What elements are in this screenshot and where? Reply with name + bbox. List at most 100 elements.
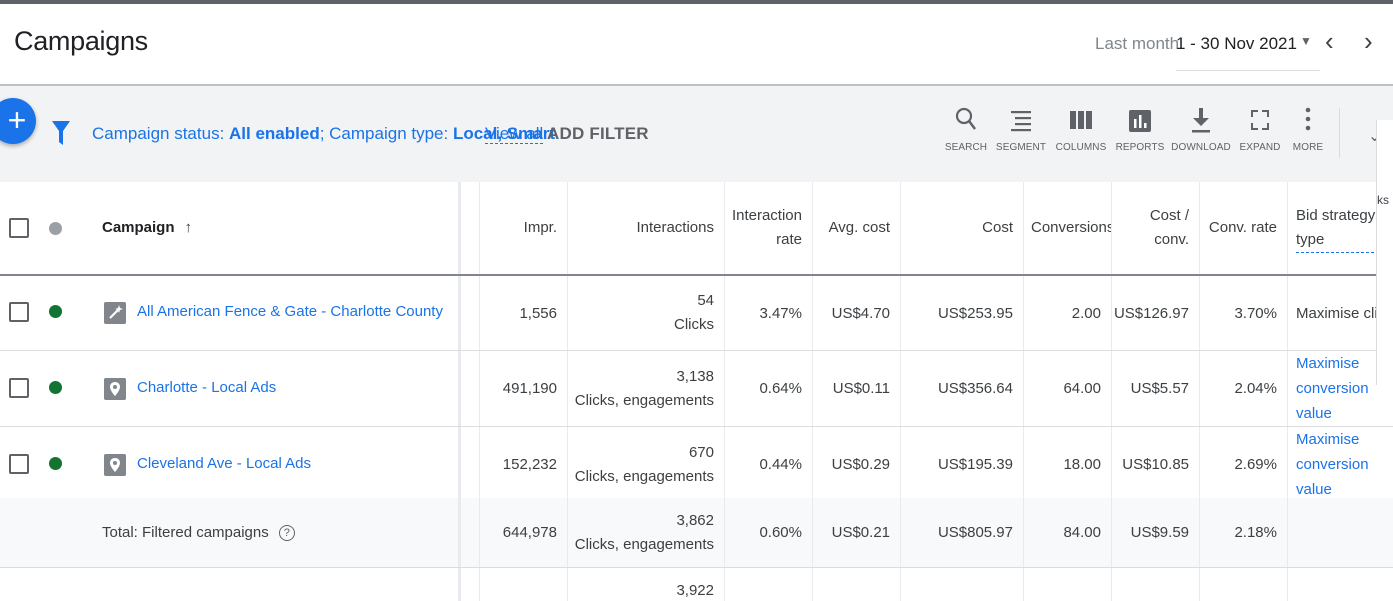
table-row[interactable]: Charlotte - Local Ads 491,190 3,138 Click… (0, 351, 1393, 427)
add-campaign-button[interactable]: + (0, 98, 36, 144)
more-label: MORE (1292, 142, 1324, 153)
interaction-rate-column-header[interactable]: Interaction rate (724, 182, 812, 274)
avg-cost-column-header[interactable]: Avg. cost (828, 219, 890, 236)
page-title: Campaigns (14, 26, 148, 56)
column-divider (724, 276, 725, 350)
conv-rate-cell: 2.69% (1234, 456, 1277, 473)
view-all-link[interactable]: View all (485, 124, 544, 144)
chevron-left-icon[interactable]: ‹ (1325, 26, 1334, 56)
cost-conv-cell: US$10.85 (1122, 456, 1189, 473)
column-divider (812, 182, 813, 274)
column-divider (567, 568, 568, 601)
filter-icon[interactable] (52, 121, 70, 145)
download-icon (1192, 108, 1210, 133)
column-divider (479, 276, 480, 350)
column-divider (1287, 276, 1288, 350)
campaign-name-link[interactable]: All American Fence & Gate - Charlotte Co… (137, 303, 443, 320)
date-range-underline (1176, 70, 1320, 71)
conv-rate-cell: 3.70% (1234, 304, 1277, 322)
conv-rate-cell: 2.04% (1234, 380, 1277, 397)
date-range-label[interactable]: Last month (1095, 34, 1180, 53)
segment-label: SEGMENT (995, 142, 1047, 153)
campaign-name-link[interactable]: Charlotte - Local Ads (137, 379, 277, 396)
columns-button[interactable]: COLUMNS (1051, 106, 1111, 153)
campaign-column-header[interactable]: Campaign ↑ (102, 182, 452, 274)
frozen-column-divider (458, 351, 461, 426)
total-row: Total: Filtered campaigns ? 644,978 3,86… (0, 498, 1393, 568)
more-button[interactable]: MORE (1278, 106, 1338, 153)
bid-strategy-link-line1[interactable]: Maximise (1296, 355, 1360, 372)
row-checkbox[interactable] (9, 302, 29, 322)
column-divider (724, 427, 725, 502)
search-button[interactable]: SEARCH (936, 106, 996, 153)
column-divider (1199, 182, 1200, 274)
help-icon[interactable]: ? (278, 524, 295, 541)
row-checkbox[interactable] (9, 378, 29, 398)
partial-total-row: 3,922 (0, 568, 1393, 601)
frozen-column-divider (458, 427, 461, 502)
column-divider (1111, 182, 1112, 274)
total-interaction-rate-cell: 0.60% (759, 524, 802, 541)
location-pin-icon (104, 454, 126, 476)
frozen-column-divider (458, 568, 461, 601)
date-range-value[interactable]: 1 - 30 Nov 2021 (1176, 34, 1297, 53)
total-interactions-type: Clicks, engagements (574, 535, 714, 553)
sort-ascending-icon[interactable]: ↑ (184, 219, 193, 236)
bid-strategy-link-line3[interactable]: value (1296, 405, 1332, 422)
impr-column-header[interactable]: Impr. (523, 219, 557, 236)
search-label: SEARCH (944, 142, 988, 153)
cost-column-header[interactable]: Cost (982, 219, 1013, 236)
frozen-column-divider[interactable] (458, 182, 461, 274)
partial-interactions-count: 3,922 (676, 582, 714, 599)
avg-cost-cell: US$4.70 (831, 304, 890, 322)
download-button[interactable]: DOWNLOAD (1171, 106, 1231, 153)
interactions-cell: 54 Clicks (567, 276, 724, 350)
cost-conv-column-header[interactable]: Cost / conv. (1111, 182, 1199, 274)
column-divider (1111, 427, 1112, 502)
column-divider (724, 351, 725, 426)
expand-button[interactable]: EXPAND (1230, 106, 1290, 153)
bid-strategy-link-line2[interactable]: conversion (1296, 380, 1369, 397)
column-divider (1023, 351, 1024, 426)
bid-strategy-column-header[interactable]: Bid strategy type (1287, 182, 1376, 274)
column-divider (1287, 427, 1288, 502)
bid-strategy-link-line2[interactable]: conversion (1296, 456, 1369, 473)
select-all-checkbox[interactable] (9, 218, 29, 238)
column-divider (479, 182, 480, 274)
campaign-name-link[interactable]: Cleveland Ave - Local Ads (137, 455, 312, 472)
interaction-rate-cell: 3.47% (759, 304, 802, 322)
top-border (0, 0, 1393, 4)
table-row[interactable]: All American Fence & Gate - Charlotte Co… (0, 276, 1393, 351)
columns-icon (1070, 111, 1092, 129)
row-checkbox[interactable] (9, 454, 29, 474)
column-divider (812, 568, 813, 601)
active-filters[interactable]: Campaign status: All enabled; Campaign t… (92, 124, 555, 144)
filter-status-value: All enabled (229, 124, 320, 143)
bid-strategy-link-line1[interactable]: Maximise (1296, 431, 1360, 448)
cost-conv-cell: US$5.57 (1130, 380, 1189, 397)
header-divider (0, 84, 1393, 86)
reports-button[interactable]: REPORTS (1110, 106, 1170, 153)
date-dropdown-icon[interactable]: ▼ (1300, 34, 1312, 48)
columns-label: COLUMNS (1055, 142, 1107, 153)
add-filter-button[interactable]: ADD FILTER (547, 124, 649, 143)
column-divider (900, 568, 901, 601)
table-row[interactable]: Cleveland Ave - Local Ads 152,232 670 Cli… (0, 427, 1393, 503)
table-toolbar: + Campaign status: All enabled; Campaign… (0, 86, 1393, 182)
conversions-column-header[interactable]: Conversions (1031, 219, 1111, 236)
column-divider (479, 498, 480, 567)
campaign-header-label: Campaign (102, 219, 175, 236)
segment-button[interactable]: SEGMENT (991, 106, 1051, 153)
interactions-type: Clicks, engagements (574, 391, 714, 409)
chevron-right-icon[interactable]: › (1364, 26, 1373, 56)
conv-rate-column-header[interactable]: Conv. rate (1208, 219, 1277, 236)
bid-strategy-cell[interactable]: Maximise conversion value (1287, 351, 1376, 426)
column-divider (1023, 427, 1024, 502)
total-interactions-cell: 3,862 Clicks, engagements (567, 498, 724, 567)
interactions-column-header[interactable]: Interactions (636, 219, 714, 236)
column-divider (724, 498, 725, 567)
column-divider (900, 351, 901, 426)
bid-strategy-cell[interactable]: Maximise conversion value (1287, 427, 1376, 502)
bid-strategy-link-line3[interactable]: value (1296, 481, 1332, 498)
impr-cell: 152,232 (502, 456, 557, 473)
